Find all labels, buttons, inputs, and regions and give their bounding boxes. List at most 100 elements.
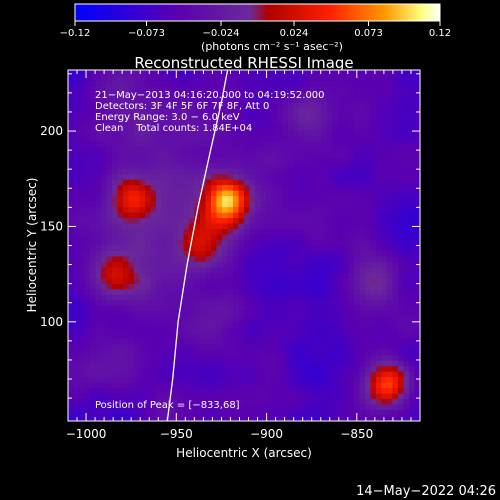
heatmap-cell bbox=[271, 135, 278, 142]
heatmap-cell bbox=[348, 212, 355, 219]
heatmap-cell bbox=[194, 141, 201, 148]
heatmap-cell bbox=[227, 272, 234, 279]
heatmap-cell bbox=[403, 267, 410, 274]
heatmap-cell bbox=[95, 218, 102, 225]
heatmap-cell bbox=[409, 152, 416, 159]
heatmap-cell bbox=[167, 146, 174, 153]
heatmap-cell bbox=[414, 108, 420, 115]
heatmap-cell bbox=[409, 261, 416, 269]
heatmap-cell bbox=[150, 234, 157, 241]
heatmap-cell bbox=[277, 229, 284, 236]
heatmap-cell bbox=[211, 261, 218, 269]
heatmap-cell bbox=[332, 289, 339, 296]
heatmap-cell bbox=[315, 283, 322, 290]
heatmap-cell bbox=[112, 91, 119, 99]
heatmap-cell bbox=[134, 393, 141, 400]
heatmap-cell bbox=[359, 410, 366, 417]
heatmap-cell bbox=[68, 311, 75, 318]
heatmap-cell bbox=[117, 377, 124, 384]
heatmap-cell bbox=[414, 157, 420, 164]
heatmap-cell bbox=[183, 152, 190, 159]
heatmap-cell bbox=[167, 163, 174, 170]
heatmap-cell bbox=[128, 272, 135, 279]
heatmap-cell bbox=[194, 327, 201, 334]
heatmap-cell bbox=[249, 245, 256, 252]
heatmap-cell bbox=[73, 393, 80, 400]
heatmap-cell bbox=[343, 163, 350, 170]
heatmap-cell bbox=[238, 294, 245, 301]
heatmap-cell bbox=[211, 75, 218, 82]
heatmap-cell bbox=[255, 272, 262, 279]
heatmap-cell bbox=[189, 371, 196, 378]
heatmap-cell bbox=[409, 366, 416, 373]
heatmap-cell bbox=[227, 344, 234, 351]
heatmap-cell bbox=[348, 108, 355, 115]
heatmap-cell bbox=[79, 146, 86, 153]
heatmap-cell bbox=[128, 305, 135, 312]
heatmap-cell bbox=[381, 223, 388, 230]
heatmap-cell bbox=[293, 152, 300, 159]
heatmap-cell bbox=[216, 349, 223, 356]
heatmap-cell bbox=[216, 344, 223, 351]
heatmap-cell bbox=[332, 322, 339, 329]
heatmap-cell bbox=[266, 267, 273, 274]
heatmap-cell bbox=[304, 119, 311, 126]
heatmap-cell bbox=[299, 97, 306, 104]
heatmap-cell bbox=[73, 360, 80, 367]
heatmap-cell bbox=[398, 322, 405, 329]
heatmap-cell bbox=[200, 404, 207, 411]
heatmap-cell bbox=[178, 174, 185, 181]
heatmap-cell bbox=[73, 223, 80, 230]
heatmap-cell bbox=[282, 240, 289, 247]
heatmap-cell bbox=[332, 91, 339, 99]
heatmap-cell bbox=[392, 300, 399, 307]
heatmap-cell bbox=[117, 393, 124, 400]
heatmap-cell bbox=[299, 327, 306, 334]
heatmap-cell bbox=[227, 333, 234, 340]
heatmap-cell bbox=[200, 349, 207, 356]
heatmap-cell bbox=[183, 371, 190, 378]
heatmap-cell bbox=[161, 185, 168, 192]
heatmap-cell bbox=[337, 212, 344, 219]
heatmap-cell bbox=[299, 267, 306, 274]
heatmap-cell bbox=[84, 97, 91, 104]
heatmap-cell bbox=[282, 86, 289, 93]
heatmap-cell bbox=[260, 382, 267, 389]
heatmap-cell bbox=[79, 399, 86, 406]
heatmap-cell bbox=[211, 113, 218, 120]
heatmap-cell bbox=[376, 102, 383, 109]
heatmap-cell bbox=[128, 157, 135, 164]
heatmap-cell bbox=[315, 256, 322, 263]
heatmap-cell bbox=[392, 267, 399, 274]
heatmap-cell bbox=[205, 212, 212, 219]
heatmap-cell bbox=[260, 201, 267, 208]
heatmap-cell bbox=[161, 75, 168, 82]
heatmap-cell bbox=[255, 305, 262, 312]
heatmap-cell bbox=[139, 333, 146, 340]
heatmap-cell bbox=[266, 355, 273, 362]
heatmap-cell bbox=[315, 174, 322, 181]
heatmap-cell bbox=[255, 360, 262, 367]
heatmap-cell bbox=[321, 229, 328, 236]
heatmap-cell bbox=[216, 223, 223, 230]
heatmap-cell bbox=[112, 261, 119, 269]
heatmap-cell bbox=[249, 250, 256, 258]
heatmap-cell bbox=[359, 294, 366, 301]
heatmap-cell bbox=[321, 102, 328, 109]
heatmap-cell bbox=[321, 70, 328, 77]
heatmap-cell bbox=[205, 201, 212, 208]
heatmap-cell bbox=[271, 124, 278, 131]
heatmap-cell bbox=[106, 190, 113, 197]
heatmap-cell bbox=[101, 316, 108, 323]
heatmap-cell bbox=[95, 267, 102, 274]
heatmap-cell bbox=[414, 349, 420, 356]
heatmap-cell bbox=[370, 218, 377, 225]
heatmap-cell bbox=[299, 168, 306, 175]
heatmap-cell bbox=[409, 377, 416, 384]
heatmap-cell bbox=[337, 267, 344, 274]
heatmap-cell bbox=[156, 366, 163, 373]
heatmap-cell bbox=[95, 393, 102, 400]
heatmap-cell bbox=[101, 75, 108, 82]
heatmap-cell bbox=[321, 234, 328, 241]
heatmap-cell bbox=[68, 119, 75, 126]
